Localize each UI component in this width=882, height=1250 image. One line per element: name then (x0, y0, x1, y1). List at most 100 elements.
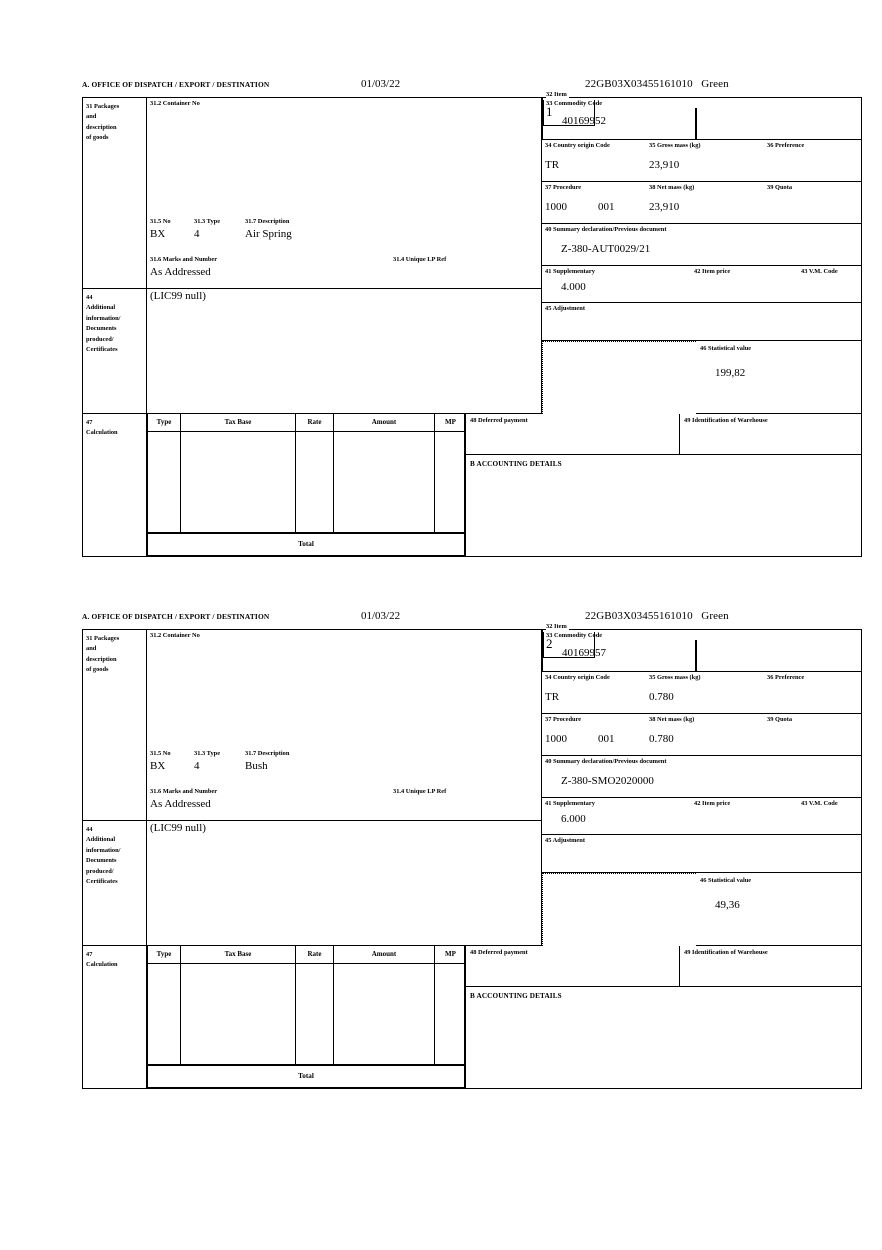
box46-value: 49,36 (715, 899, 740, 911)
calc-col-tax-base: Tax Base (181, 414, 296, 533)
box34-value: TR (545, 159, 560, 171)
box46-value: 199,82 (715, 367, 746, 379)
box31-label-line4: of goods (86, 666, 109, 674)
box37-procedure: 37 Procedure 1000 001 (542, 714, 646, 756)
box31-5-no-value: BX (150, 760, 166, 772)
box38-net-mass: 38 Net mass (kg) 0.780 (646, 714, 764, 756)
box31-3-type-value: 4 (194, 760, 200, 772)
box40-previous-document: 40 Summary declaration/Previous document… (542, 224, 861, 266)
box47-label-line1: 47 (86, 419, 93, 426)
box44-label-line3: information/ (86, 314, 121, 322)
calc-col-amount: Amount (334, 946, 435, 1065)
box31-packages-description: 31.2 Container No 31.5 No 31.3 Type 31.7… (147, 623, 595, 821)
box31-7-description-value: Air Spring (245, 228, 292, 240)
box44-value: (LIC99 null) (150, 822, 206, 834)
box31-4-unique-lp-ref-label: 31.4 Unique LP Ref (393, 256, 447, 263)
box47-label-line1: 47 (86, 951, 93, 958)
box44-label-line2: Additional (86, 836, 116, 844)
box41-supplementary: 41 Supplementary 4.000 (542, 266, 691, 303)
declaration-form-1: 31 Packages and description of goods 44 … (82, 91, 862, 557)
box33-label: 33 Commodity Code (546, 632, 603, 639)
calc-col-amount: Amount (334, 414, 435, 533)
box47-label: 47 Calculation (83, 946, 147, 1088)
box47-label-line2: Calculation (86, 961, 118, 969)
box31-label-line2: and (86, 113, 97, 121)
box31-2-container-no-label: 31.2 Container No (150, 632, 200, 639)
box36-label: 36 Preference (767, 674, 805, 681)
box40-value: Z-380-AUT0029/21 (561, 243, 651, 255)
box40-value: Z-380-SMO2020000 (561, 775, 654, 787)
box38-label: 38 Net mass (kg) (649, 184, 695, 191)
box35-value: 23,910 (649, 159, 680, 171)
calc-col-rate-header: Rate (307, 950, 322, 958)
box31-7-description-label: 31.7 Description (245, 218, 290, 225)
box49-warehouse-identification: 49 Identification of Warehouse (679, 414, 861, 455)
box41-label: 41 Supplementary (545, 268, 595, 275)
calc-col-type-header: Type (156, 950, 172, 958)
box47-label-line2: Calculation (86, 429, 118, 437)
calc-col-rate: Rate (296, 946, 334, 1065)
calc-col-tax-base-header: Tax Base (224, 418, 252, 426)
box44-label-line3: information/ (86, 846, 121, 854)
box45-adjustment: 45 Adjustment (542, 835, 861, 873)
box31-2-container-no-label: 31.2 Container No (150, 100, 200, 107)
box38-label: 38 Net mass (kg) (649, 716, 695, 723)
box32-value: 2 (546, 636, 553, 651)
boxB-label: B ACCOUNTING DETAILS (470, 992, 562, 1000)
declaration-date: 01/03/22 (361, 78, 401, 90)
box31-6-marks-value: As Addressed (150, 266, 211, 278)
box46-label: 46 Statistical value (700, 877, 752, 884)
box33-divider-tick (695, 108, 697, 139)
office-of-dispatch-label: A. OFFICE OF DISPATCH / EXPORT / DESTINA… (82, 80, 270, 89)
box45-lower-cell (542, 873, 696, 946)
box31-label-line2: and (86, 645, 97, 653)
box32-label: 32 Item (546, 91, 569, 98)
box35-label: 35 Gross mass (kg) (649, 674, 701, 681)
box40-label: 40 Summary declaration/Previous document (545, 226, 667, 233)
box44-label-line5: produced/ (86, 867, 114, 875)
box33-commodity-code: 33 Commodity Code 40169952 (542, 98, 861, 140)
box38-net-mass: 38 Net mass (kg) 23,910 (646, 182, 764, 224)
box43-vm-code: 43 V.M. Code (799, 798, 861, 835)
block-header-1: A. OFFICE OF DISPATCH / EXPORT / DESTINA… (82, 78, 862, 97)
calc-col-rate-header: Rate (307, 418, 322, 426)
box44-label-line2: Additional (86, 304, 116, 312)
box46-statistical-value: 46 Statistical value 199,82 (696, 341, 861, 414)
box41-value: 6.000 (561, 813, 586, 825)
item-block-2: A. OFFICE OF DISPATCH / EXPORT / DESTINA… (82, 610, 862, 1089)
box44-value: (LIC99 null) (150, 290, 206, 302)
box31-6-marks-label: 31.6 Marks and Number (150, 256, 218, 263)
box43-label: 43 V.M. Code (801, 268, 838, 275)
box33-commodity-code: 33 Commodity Code 40169957 (542, 630, 861, 672)
box44-label-line1: 44 (86, 294, 93, 301)
calc-col-type: Type (148, 414, 181, 533)
boxB-label: B ACCOUNTING DETAILS (470, 460, 562, 468)
box49-label: 49 Identification of Warehouse (684, 417, 768, 424)
box31-3-type-label: 31.3 Type (194, 218, 221, 225)
calculation-total-row: Total (147, 1065, 465, 1088)
box34-label: 34 Country origin Code (545, 674, 610, 681)
box44-label: 44 Additional information/ Documents pro… (83, 289, 147, 414)
box37-value-extra: 001 (598, 201, 615, 213)
box44-label-line5: produced/ (86, 335, 114, 343)
box36-label: 36 Preference (767, 142, 805, 149)
box33-label: 33 Commodity Code (546, 100, 603, 107)
box35-label: 35 Gross mass (kg) (649, 142, 701, 149)
calculation-total-row: Total (147, 533, 465, 556)
box32-label: 32 Item (546, 623, 569, 630)
office-of-dispatch-label: A. OFFICE OF DISPATCH / EXPORT / DESTINA… (82, 612, 270, 621)
calc-col-tax-base: Tax Base (181, 946, 296, 1065)
box31-3-type-label: 31.3 Type (194, 750, 221, 757)
box44-label-line4: Documents (86, 857, 117, 865)
declaration-reference: 22GB03X03455161010 Green (585, 78, 729, 90)
calculation-header-row (148, 946, 464, 964)
left-label-column: 31 Packages and description of goods 44 … (83, 630, 147, 1088)
calc-col-mp-header: MP (445, 418, 456, 426)
box45-adjustment: 45 Adjustment (542, 303, 861, 341)
calc-col-mp-header: MP (445, 950, 456, 958)
box31-packages-description: 31.2 Container No 31.5 No 31.3 Type 31.7… (147, 91, 595, 289)
box31-7-description-label: 31.7 Description (245, 750, 290, 757)
item-block-1: A. OFFICE OF DISPATCH / EXPORT / DESTINA… (82, 78, 862, 557)
box35-gross-mass: 35 Gross mass (kg) 23,910 (646, 140, 764, 182)
box31-label: 31 Packages and description of goods (83, 98, 147, 289)
